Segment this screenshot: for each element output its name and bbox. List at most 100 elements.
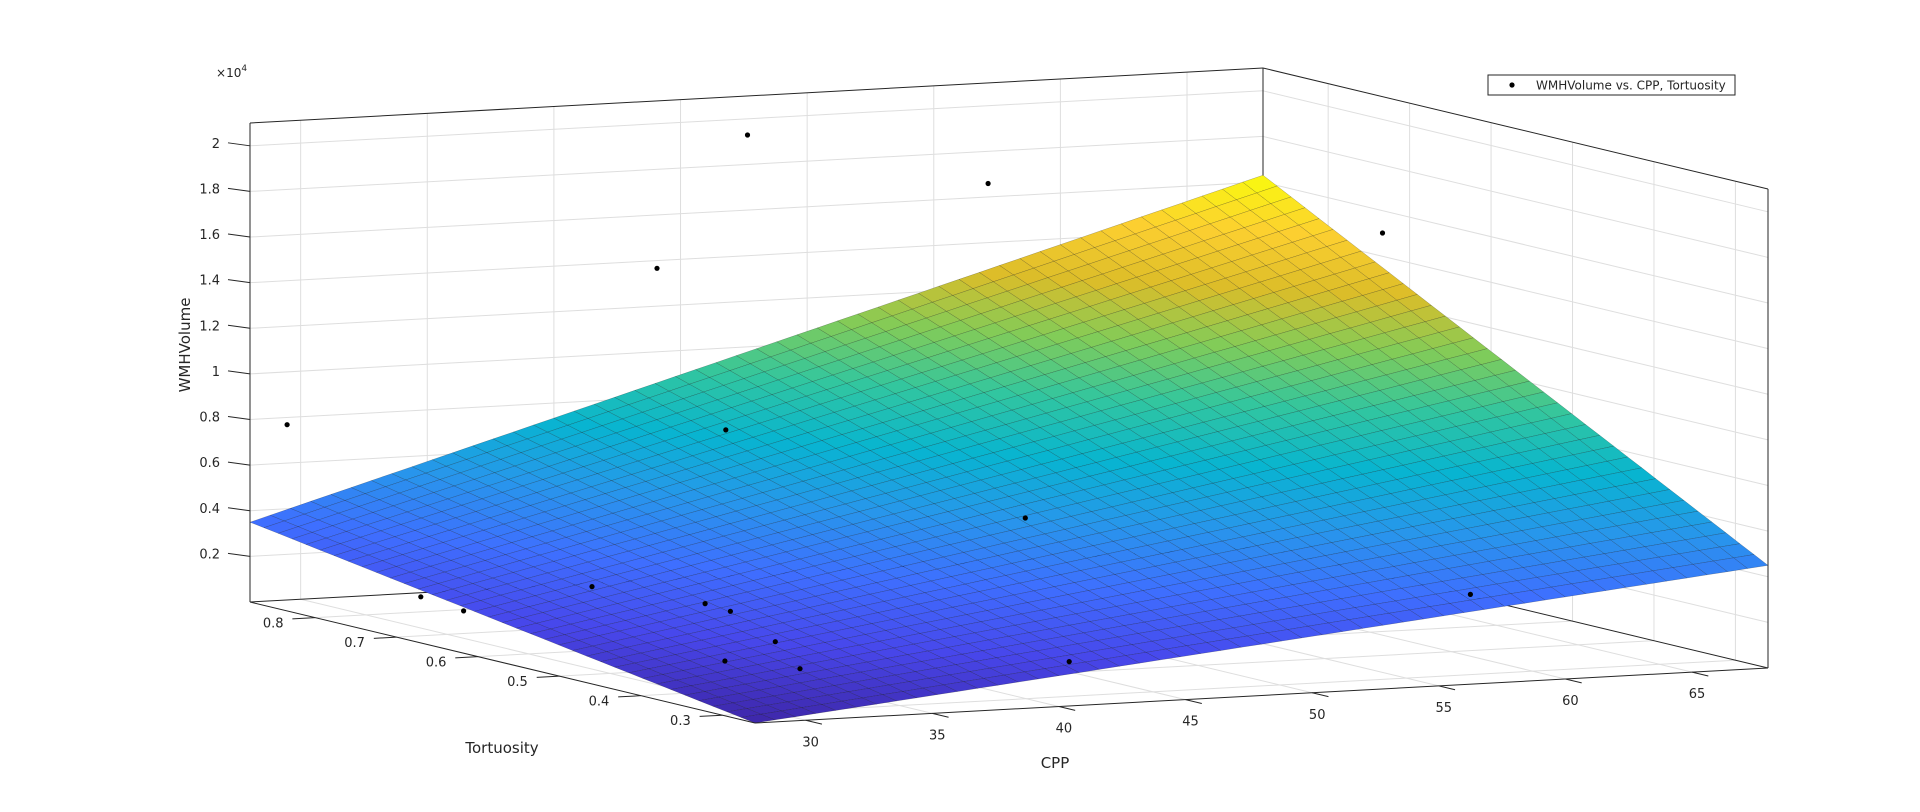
y-tick [618, 695, 641, 698]
surface-patch [1424, 315, 1460, 333]
z-tick [227, 187, 251, 192]
z-axis-label: WMHVolume [176, 298, 194, 393]
z-tick [227, 370, 251, 375]
legend-entry: WMHVolume vs. CPP, Tortuosity [1536, 79, 1726, 93]
axis-ticks: 30 35 40 45 50 55 60 65 0.3 0.4 0.5 0.6 0.7 0.8 0.2 0.4… [199, 137, 1709, 750]
grid-line [249, 135, 1264, 192]
x-tick [1185, 699, 1202, 705]
z-exponent-base: 10 [226, 66, 241, 80]
surface-patch [1719, 543, 1755, 559]
x-tick-label: 55 [1436, 701, 1453, 716]
data-point [727, 608, 734, 614]
y-tick-label: 0.8 [263, 617, 284, 632]
y-tick [536, 675, 560, 678]
y-tick-label: 0.3 [670, 714, 691, 729]
x-tick-label: 45 [1182, 715, 1199, 730]
x-tick [1691, 671, 1709, 677]
surface-patch [1438, 326, 1474, 344]
legend-marker [1509, 82, 1515, 88]
data-points [284, 132, 1473, 672]
data-point [744, 132, 751, 138]
surface-patch [1452, 337, 1488, 355]
axes-edge [249, 67, 1264, 124]
surface-patch [1733, 554, 1769, 569]
x-tick [1058, 706, 1076, 711]
x-tick-label: 30 [802, 735, 819, 750]
data-point [461, 608, 467, 614]
axes-edge [249, 601, 756, 724]
y-tick [699, 714, 723, 717]
data-point [985, 180, 991, 187]
y-tick-label: 0.4 [589, 695, 610, 710]
data-point [702, 601, 708, 607]
surface-patch [1592, 445, 1629, 462]
grid-line [722, 659, 1736, 716]
z-tick-label: 0.4 [199, 502, 220, 517]
data-point [1022, 515, 1028, 521]
x-tick-label: 65 [1689, 687, 1706, 702]
y-tick [455, 656, 479, 659]
surface-patch [1634, 478, 1671, 494]
data-point [723, 427, 729, 433]
x-tick [932, 712, 949, 718]
data-point [722, 658, 728, 664]
x-tick [805, 719, 823, 725]
surface-patch [1480, 359, 1517, 376]
legend[interactable]: WMHVolume vs. CPP, Tortuosity [1487, 74, 1736, 96]
surface-patch [1396, 294, 1432, 312]
x-tick-label: 60 [1562, 694, 1579, 709]
surface-patch [1606, 456, 1643, 473]
x-tick-label: 35 [929, 728, 946, 743]
y-tick-label: 0.6 [426, 656, 447, 671]
grid-line [1262, 90, 1769, 213]
y-tick-label: 0.5 [507, 675, 528, 690]
surface-patch [1705, 532, 1741, 548]
axes-edge [754, 667, 1769, 724]
axes-box-front [249, 123, 1769, 724]
z-tick-label: 1.2 [199, 319, 220, 334]
z-tick-label: 0.6 [199, 456, 220, 471]
z-tick [227, 233, 251, 238]
z-exponent-power: 4 [241, 64, 247, 74]
z-exponent-label: ×104 [216, 64, 247, 80]
data-point [772, 639, 778, 645]
z-tick-label: 1.6 [199, 228, 220, 243]
x-axis-label: CPP [1041, 754, 1070, 772]
z-exponent-times: × [216, 66, 226, 80]
surface-patch [1648, 489, 1685, 505]
surface-patch [1354, 261, 1390, 279]
data-point [418, 594, 424, 600]
z-tick [227, 324, 251, 329]
fitted-surface [249, 174, 1769, 724]
x-tick-label: 40 [1056, 722, 1073, 737]
data-point [1467, 591, 1473, 598]
data-point [654, 265, 660, 271]
y-tick [373, 636, 397, 639]
x-tick [1438, 685, 1456, 691]
z-tick-label: 1.8 [199, 182, 220, 197]
surface-patch [1536, 402, 1573, 419]
z-tick-label: 1 [212, 365, 220, 380]
grid-line [249, 181, 1264, 238]
legend-box [1487, 74, 1736, 96]
svg-text:×104: ×104 [216, 64, 247, 80]
axes-edge [1262, 67, 1769, 190]
y-tick [292, 617, 316, 620]
y-tick-label: 0.7 [344, 636, 365, 651]
data-point [797, 666, 803, 672]
z-tick [227, 507, 251, 512]
x-tick [1312, 692, 1329, 698]
y-axis-label: Tortuosity [464, 739, 538, 757]
z-tick-label: 2 [212, 137, 220, 152]
grid-line [249, 90, 1264, 147]
z-tick-label: 0.2 [199, 547, 220, 562]
data-point [1066, 659, 1072, 665]
data-point [284, 422, 290, 428]
z-tick-label: 1.4 [199, 274, 220, 289]
x-tick [1565, 678, 1582, 684]
z-tick [227, 461, 251, 466]
surface-patch [1368, 272, 1404, 290]
grid-line [1262, 135, 1769, 258]
grid-line [1262, 181, 1769, 304]
